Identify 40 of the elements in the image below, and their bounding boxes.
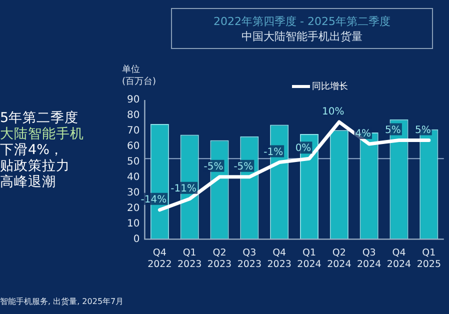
x-tick-label: Q1 2025 <box>416 247 442 270</box>
y-axis-title: 单位 (百万台) <box>122 64 156 88</box>
chart-subtitle: 中国大陆智能手机出货量 <box>240 29 364 44</box>
data-label: 5% <box>385 124 401 136</box>
data-label: -5% <box>204 162 224 173</box>
y-tick-label: 20 <box>126 202 140 214</box>
x-tick-label: Q1 2024 <box>297 247 322 270</box>
data-label: -5% <box>234 162 254 173</box>
x-tick-label: Q1 2023 <box>178 247 202 270</box>
legend-label: 同比增长 <box>312 80 348 93</box>
y-tick-label: 10 <box>126 218 140 230</box>
y-tick-label: 0 <box>133 234 140 245</box>
y-tick-label: 90 <box>126 94 140 106</box>
data-label: -11% <box>170 184 197 194</box>
data-label: -14% <box>140 194 167 206</box>
text: 智能手机服务, 出货量, 2025年7月 <box>0 296 124 307</box>
x-tick-label: Q4 2023 <box>267 247 292 270</box>
text: 下滑4%， <box>0 142 64 158</box>
text: 大陆智能手机 <box>0 126 84 142</box>
x-tick-label: Q2 2023 <box>207 247 232 270</box>
data-label: 4% <box>355 128 372 140</box>
x-tick-label: Q2 2024 <box>327 247 352 270</box>
x-tick-label: Q3 2023 <box>237 247 262 270</box>
x-tick-label: Q3 2024 <box>356 247 382 270</box>
x-tick-label: Q4 2022 <box>148 247 172 270</box>
data-label: 5% <box>414 124 431 136</box>
y-tick-label: 50 <box>126 156 140 168</box>
x-tick-label: Q4 2024 <box>386 247 412 270</box>
chart-title: 2022年第四季度 - 2025年第二季度 <box>212 14 392 29</box>
y-tick-label: 40 <box>126 172 140 183</box>
text: 高峰退潮 <box>0 174 57 190</box>
text: 贴政策拉力 <box>0 158 71 174</box>
y-tick-label: 80 <box>126 110 140 122</box>
data-label: -1% <box>264 146 284 158</box>
y-tick-label: 70 <box>126 126 140 137</box>
text: 5年第二季度 <box>0 110 80 126</box>
data-label: 0% <box>295 143 312 154</box>
y-tick-label: 60 <box>126 140 140 152</box>
y-tick-label: 30 <box>126 187 140 198</box>
data-label: 10% <box>322 106 344 118</box>
